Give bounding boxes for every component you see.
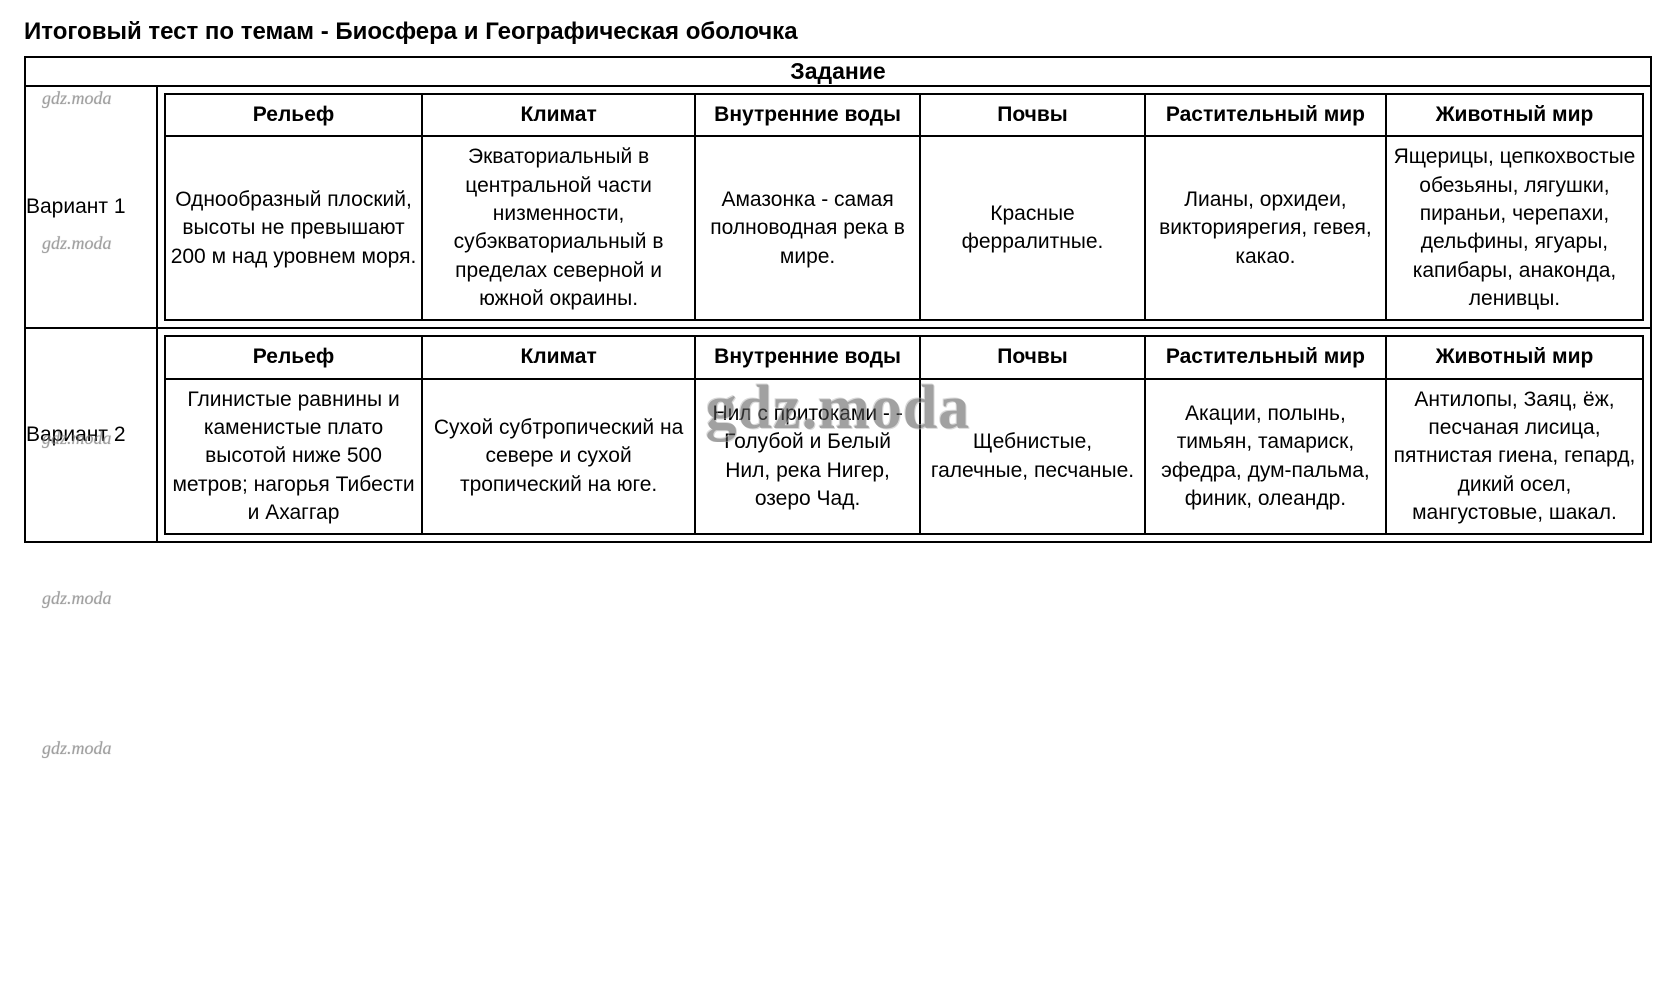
cell-waters: Нил с притоками - - Голубой и Белый Нил,… [695,379,920,535]
col-relief: Рельеф [165,94,422,136]
table-row: Глинистые равнины и каменистые плато выс… [165,379,1643,535]
variant-content-cell: Рельеф Климат Внутренние воды Почвы Раст… [157,86,1651,328]
variant-label: Вариант 1 [26,195,156,219]
col-flora: Растительный мир [1145,336,1386,378]
cell-fauna: Ящерицы, цепкохвостые обезьяны, лягушки,… [1386,136,1643,320]
col-relief: Рельеф [165,336,422,378]
inner-header-row: Рельеф Климат Внутренние воды Почвы Раст… [165,336,1643,378]
watermark-small: gdz.moda [42,588,112,609]
page-wrap: Итоговый тест по темам - Биосфера и Геог… [24,18,1652,543]
inner-table: Рельеф Климат Внутренние воды Почвы Раст… [164,93,1644,321]
cell-soils: Щебнистые, галечные, песчаные. [920,379,1145,535]
col-climate: Климат [422,94,695,136]
task-header: Задание [25,57,1651,86]
col-flora: Растительный мир [1145,94,1386,136]
cell-flora: Лианы, орхидеи, викториярегия, гевея, ка… [1145,136,1386,320]
variant-label: Вариант 2 [26,423,156,447]
col-waters: Внутренние воды [695,336,920,378]
cell-soils: Красные ферралитные. [920,136,1145,320]
cell-relief: Однообразный плоский, высоты не превышаю… [165,136,422,320]
inner-header-row: Рельеф Климат Внутренние воды Почвы Раст… [165,94,1643,136]
page-title: Итоговый тест по темам - Биосфера и Геог… [24,18,1652,46]
col-climate: Климат [422,336,695,378]
inner-table: Рельеф Климат Внутренние воды Почвы Раст… [164,335,1644,535]
table-row: Однообразный плоский, высоты не превышаю… [165,136,1643,320]
col-fauna: Животный мир [1386,336,1643,378]
cell-flora: Акации, полынь, тимьян, тамариск, эфедра… [1145,379,1386,535]
cell-relief: Глинистые равнины и каменистые плато выс… [165,379,422,535]
variant-content-cell: Рельеф Климат Внутренние воды Почвы Раст… [157,328,1651,542]
col-waters: Внутренние воды [695,94,920,136]
cell-fauna: Антилопы, Заяц, ёж, песчаная лисица, пят… [1386,379,1643,535]
col-soils: Почвы [920,336,1145,378]
col-fauna: Животный мир [1386,94,1643,136]
watermark-small: gdz.moda [42,738,112,759]
variant-row: Вариант 2 Рельеф Климат Внутренние воды … [25,328,1651,542]
variant-label-cell: Вариант 2 [25,328,157,542]
cell-climate: Сухой субтропический на севере и сухой т… [422,379,695,535]
variant-row: Вариант 1 Рельеф Климат Внутренние воды … [25,86,1651,328]
cell-climate: Экваториальный в центральной части низме… [422,136,695,320]
variant-label-cell: Вариант 1 [25,86,157,328]
outer-table: Задание Вариант 1 Рельеф Климат Внутренн… [24,56,1652,543]
cell-waters: Амазонка - самая полноводная река в мире… [695,136,920,320]
col-soils: Почвы [920,94,1145,136]
